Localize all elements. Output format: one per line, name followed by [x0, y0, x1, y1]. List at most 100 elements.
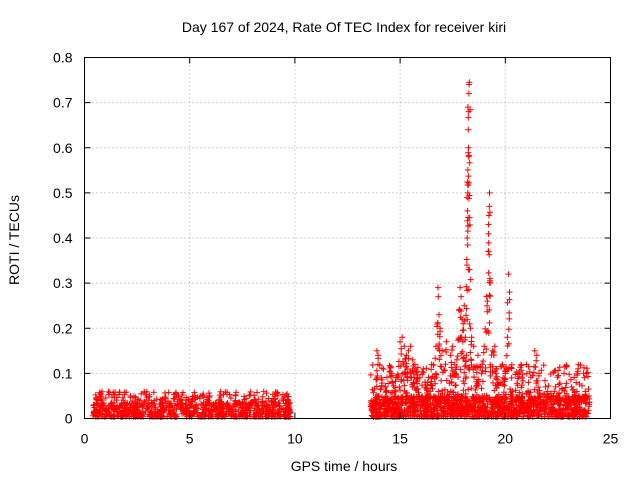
- data-point: [200, 391, 207, 398]
- data-point: [474, 410, 481, 417]
- data-point: [480, 349, 487, 356]
- data-point: [373, 367, 380, 374]
- data-point: [476, 398, 483, 405]
- data-point: [388, 370, 395, 377]
- data-point: [535, 372, 542, 379]
- data-point: [474, 352, 481, 359]
- data-point: [521, 401, 528, 408]
- data-point: [369, 386, 376, 393]
- data-point: [175, 393, 182, 400]
- data-point: [524, 412, 531, 419]
- data-point: [377, 399, 384, 406]
- data-point: [243, 399, 250, 406]
- data-point: [518, 401, 525, 408]
- data-points: [89, 79, 593, 420]
- data-point: [583, 370, 590, 377]
- data-point: [467, 349, 474, 356]
- data-point: [508, 405, 515, 412]
- data-point: [508, 361, 515, 368]
- data-point: [106, 405, 113, 412]
- data-point: [505, 408, 512, 415]
- data-point: [515, 402, 522, 409]
- data-point: [194, 409, 201, 416]
- data-point: [460, 403, 467, 410]
- data-point: [188, 397, 195, 404]
- data-point: [96, 389, 103, 396]
- data-point: [457, 366, 464, 373]
- data-point: [414, 385, 421, 392]
- data-point: [553, 408, 560, 415]
- data-point: [467, 325, 474, 332]
- data-point: [526, 393, 533, 400]
- data-point: [562, 412, 569, 419]
- data-point: [548, 393, 555, 400]
- data-point: [516, 389, 523, 396]
- data-point: [556, 380, 563, 387]
- y-tick-label: 0.3: [53, 275, 73, 291]
- data-point: [458, 398, 465, 405]
- data-point: [541, 411, 548, 418]
- data-point: [519, 377, 526, 384]
- data-point: [369, 404, 376, 411]
- data-point: [238, 410, 245, 417]
- data-point: [464, 316, 471, 323]
- data-point: [526, 368, 533, 375]
- data-point: [441, 397, 448, 404]
- data-point: [375, 393, 382, 400]
- data-point: [483, 396, 490, 403]
- data-point: [472, 386, 479, 393]
- data-point: [379, 380, 386, 387]
- data-point: [386, 362, 393, 369]
- data-point: [443, 377, 450, 384]
- data-point: [555, 381, 562, 388]
- data-point: [464, 411, 471, 418]
- data-point: [402, 399, 409, 406]
- data-point: [219, 405, 226, 412]
- data-point: [464, 242, 471, 249]
- data-point: [116, 403, 123, 410]
- data-point: [384, 402, 391, 409]
- data-point: [486, 319, 493, 326]
- data-point: [520, 406, 527, 413]
- data-point: [398, 345, 405, 352]
- data-point: [483, 329, 490, 336]
- data-point: [110, 408, 117, 415]
- data-point: [200, 404, 207, 411]
- data-point: [487, 293, 494, 300]
- data-point: [446, 380, 453, 387]
- data-point: [186, 402, 193, 409]
- data-point: [471, 374, 478, 381]
- data-point: [419, 371, 426, 378]
- data-point: [455, 374, 462, 381]
- data-point: [382, 389, 389, 396]
- data-point: [193, 401, 200, 408]
- data-point: [110, 402, 117, 409]
- data-point: [164, 398, 171, 405]
- data-point: [464, 166, 471, 173]
- data-point: [449, 343, 456, 350]
- data-point: [465, 286, 472, 293]
- data-point: [458, 293, 465, 300]
- data-point: [404, 407, 411, 414]
- data-point: [459, 348, 466, 355]
- data-point: [399, 334, 406, 341]
- data-point: [495, 391, 502, 398]
- data-point: [424, 387, 431, 394]
- data-point: [405, 355, 412, 362]
- data-point: [486, 209, 493, 216]
- data-point: [389, 389, 396, 396]
- data-point: [205, 390, 212, 397]
- data-point: [514, 382, 521, 389]
- data-point: [549, 404, 556, 411]
- x-tick-label: 10: [287, 431, 303, 447]
- data-point: [377, 386, 384, 393]
- data-point: [513, 408, 520, 415]
- data-point: [569, 386, 576, 393]
- data-point: [210, 400, 217, 407]
- data-point: [435, 342, 442, 349]
- data-point: [373, 412, 380, 419]
- data-point: [405, 404, 412, 411]
- data-point: [457, 308, 464, 315]
- data-point: [530, 369, 537, 376]
